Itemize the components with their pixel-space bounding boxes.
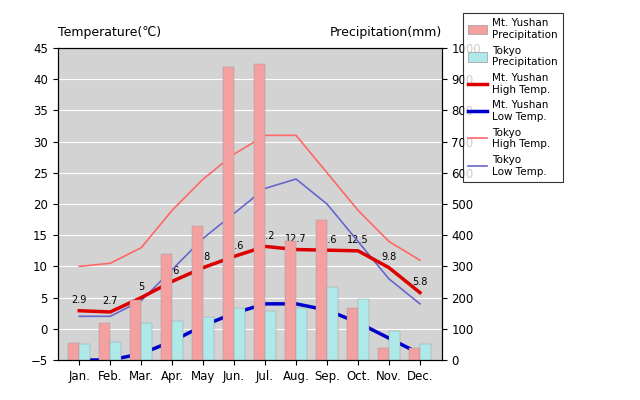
Text: 11.6: 11.6 — [223, 241, 245, 251]
Bar — [131, 300, 141, 360]
Bar — [316, 220, 327, 360]
Text: 2.7: 2.7 — [102, 296, 118, 306]
Legend: Mt. Yushan
Precipitation, Tokyo
Precipitation, Mt. Yushan
High Temp., Mt. Yushan: Mt. Yushan Precipitation, Tokyo Precipit… — [463, 13, 563, 182]
Bar — [389, 331, 400, 360]
Text: 12.7: 12.7 — [285, 234, 307, 244]
Bar — [203, 317, 214, 360]
Bar — [358, 298, 369, 360]
Text: 13.2: 13.2 — [254, 231, 276, 241]
Text: 9.8: 9.8 — [196, 252, 211, 262]
Text: Temperature(℃): Temperature(℃) — [58, 26, 161, 39]
Text: 7.6: 7.6 — [164, 266, 180, 276]
Bar — [234, 308, 245, 360]
Text: 9.8: 9.8 — [381, 252, 397, 262]
Bar — [285, 242, 296, 360]
Bar — [409, 348, 420, 360]
Text: 2.9: 2.9 — [72, 295, 87, 305]
Bar — [110, 342, 121, 360]
Bar — [79, 344, 90, 360]
Text: Precipitation(mm): Precipitation(mm) — [330, 26, 442, 39]
Text: 12.6: 12.6 — [316, 235, 338, 245]
Bar — [296, 308, 307, 360]
Bar — [223, 67, 234, 360]
Bar — [254, 64, 265, 360]
Text: 12.5: 12.5 — [347, 235, 369, 245]
Bar — [265, 311, 276, 360]
Bar — [347, 308, 358, 360]
Bar — [161, 254, 172, 360]
Bar — [172, 321, 183, 360]
Text: 5: 5 — [138, 282, 145, 292]
Bar — [141, 323, 152, 360]
Bar — [99, 323, 110, 360]
Bar — [420, 344, 431, 360]
Bar — [192, 226, 203, 360]
Bar — [327, 287, 338, 360]
Text: 5.8: 5.8 — [412, 277, 428, 287]
Bar — [378, 348, 389, 360]
Bar — [68, 344, 79, 360]
